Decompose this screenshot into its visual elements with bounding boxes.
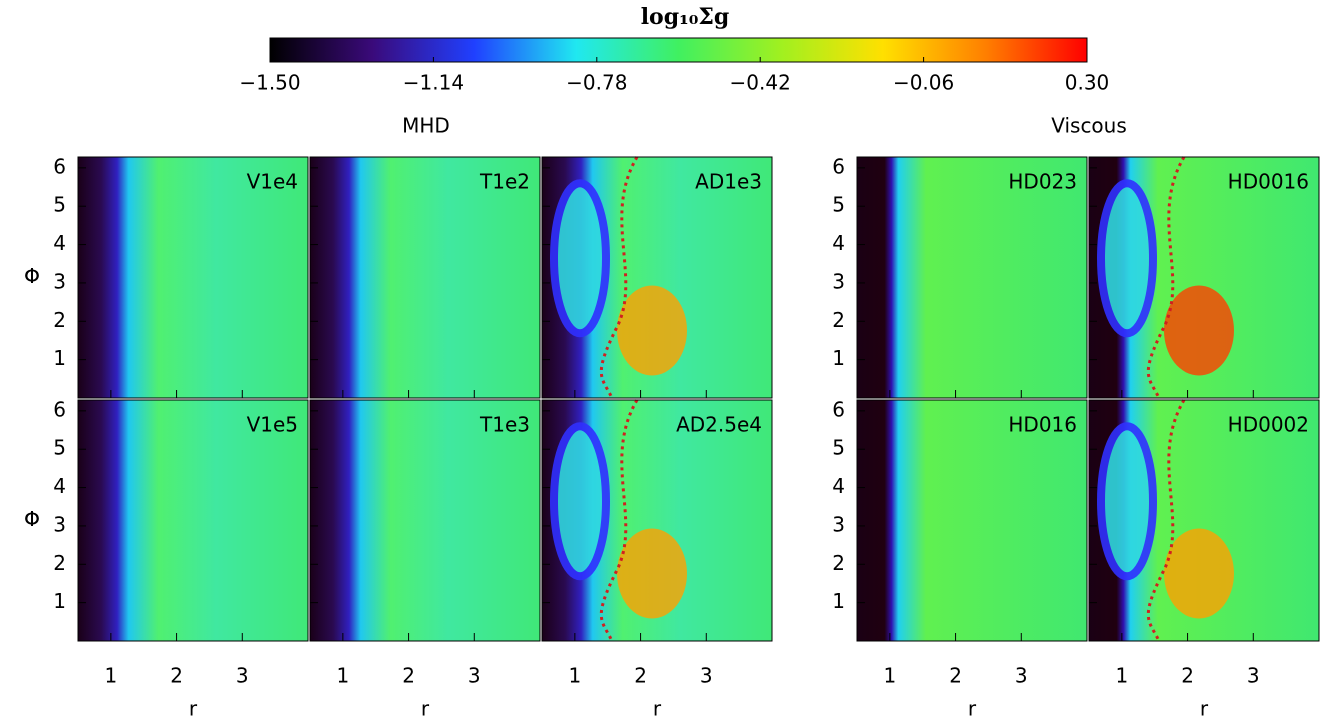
y-axis-label: Φ: [24, 507, 40, 531]
x-tick-label: 1: [883, 664, 896, 688]
panel-label: T1e2: [479, 170, 530, 194]
x-tick-label: 1: [1115, 664, 1128, 688]
panel-label: HD0016: [1228, 170, 1309, 194]
x-tick-label: 1: [568, 664, 581, 688]
colorbar-title: log₁₀Σg: [641, 4, 730, 30]
panel-frame: [856, 156, 1088, 399]
panel-image: [857, 157, 1087, 398]
colorbar-tick-label: −1.14: [403, 71, 464, 95]
panel-frame: [77, 399, 309, 642]
y-tick-label: 4: [53, 474, 66, 498]
y-tick-label: 5: [832, 193, 845, 217]
panel-frame: [541, 156, 773, 399]
y-tick-label: 2: [53, 308, 66, 332]
x-axis-label: r: [421, 697, 430, 721]
vortex: [1097, 179, 1157, 338]
y-tick-label: 3: [53, 512, 66, 536]
x-tick-label: 1: [104, 664, 117, 688]
panel-label: AD2.5e4: [676, 413, 762, 437]
hot-spot: [617, 285, 687, 376]
panel-frame: [1088, 156, 1320, 399]
y-tick-label: 4: [832, 231, 845, 255]
y-tick-label: 2: [832, 551, 845, 575]
colorbar-tick-label: −0.06: [893, 71, 954, 95]
y-axis-label: Φ: [24, 507, 40, 531]
hot-spot: [1164, 285, 1234, 376]
group-title: MHD: [402, 114, 450, 138]
vortex: [1097, 422, 1157, 581]
x-axis-label: r: [653, 697, 662, 721]
x-tick-label: 1: [336, 664, 349, 688]
panel-image: [310, 400, 540, 641]
colorbar-tick-label: −0.42: [730, 71, 791, 95]
x-tick-label: 3: [236, 664, 249, 688]
y-tick-label: 5: [53, 436, 66, 460]
x-axis-label: r: [189, 697, 198, 721]
y-tick-label: 2: [53, 551, 66, 575]
vortex: [550, 422, 610, 581]
x-tick-label: 2: [170, 664, 183, 688]
y-tick-label: 4: [53, 231, 66, 255]
x-tick-label: 2: [402, 664, 415, 688]
panel-label: AD1e3: [695, 170, 762, 194]
x-tick-label: 2: [634, 664, 647, 688]
panel-frame: [77, 156, 309, 399]
panel-image: [310, 157, 540, 398]
y-tick-label: 5: [832, 436, 845, 460]
x-tick-label: 3: [1015, 664, 1028, 688]
hot-spot: [1164, 528, 1234, 619]
y-tick-label: 1: [53, 589, 66, 613]
y-tick-label: 2: [832, 308, 845, 332]
panel-frame: [856, 399, 1088, 642]
panel-frame: [309, 156, 541, 399]
y-tick-label: 1: [832, 589, 845, 613]
x-tick-label: 3: [468, 664, 481, 688]
panel-label: V1e5: [247, 413, 298, 437]
x-tick-label: 2: [949, 664, 962, 688]
y-tick-label: 6: [53, 397, 66, 421]
y-tick-label: 6: [832, 154, 845, 178]
x-tick-label: 3: [1247, 664, 1260, 688]
panel-frame: [1088, 399, 1320, 642]
y-tick-label: 3: [53, 269, 66, 293]
colorbar-tick-label: −0.78: [566, 71, 627, 95]
panel-label: V1e4: [247, 170, 298, 194]
x-tick-label: 2: [1181, 664, 1194, 688]
vortex: [550, 179, 610, 338]
y-tick-label: 1: [53, 346, 66, 370]
panel-label: T1e3: [479, 413, 530, 437]
x-axis-label: r: [968, 697, 977, 721]
y-tick-label: 4: [832, 474, 845, 498]
group-title: Viscous: [1051, 114, 1127, 138]
y-tick-label: 1: [832, 346, 845, 370]
hot-spot: [617, 528, 687, 619]
panel-image: [78, 157, 308, 398]
panel-image: [78, 400, 308, 641]
y-tick-label: 3: [832, 512, 845, 536]
panel-label: HD016: [1008, 413, 1077, 437]
panel-frame: [309, 399, 541, 642]
y-axis-label: Φ: [24, 264, 40, 288]
panel-frame: [541, 399, 773, 642]
colorbar-tick-label: −1.50: [239, 71, 300, 95]
y-tick-label: 6: [832, 397, 845, 421]
panel-label: HD0002: [1228, 413, 1309, 437]
x-tick-label: 3: [700, 664, 713, 688]
panel-label: HD023: [1008, 170, 1077, 194]
y-tick-label: 6: [53, 154, 66, 178]
y-tick-label: 3: [832, 269, 845, 293]
x-axis-label: r: [1200, 697, 1209, 721]
y-axis-label: Φ: [24, 264, 40, 288]
colorbar-tick-label: 0.30: [1065, 71, 1110, 95]
panel-image: [857, 400, 1087, 641]
y-tick-label: 5: [53, 193, 66, 217]
colorbar: [269, 37, 1088, 63]
